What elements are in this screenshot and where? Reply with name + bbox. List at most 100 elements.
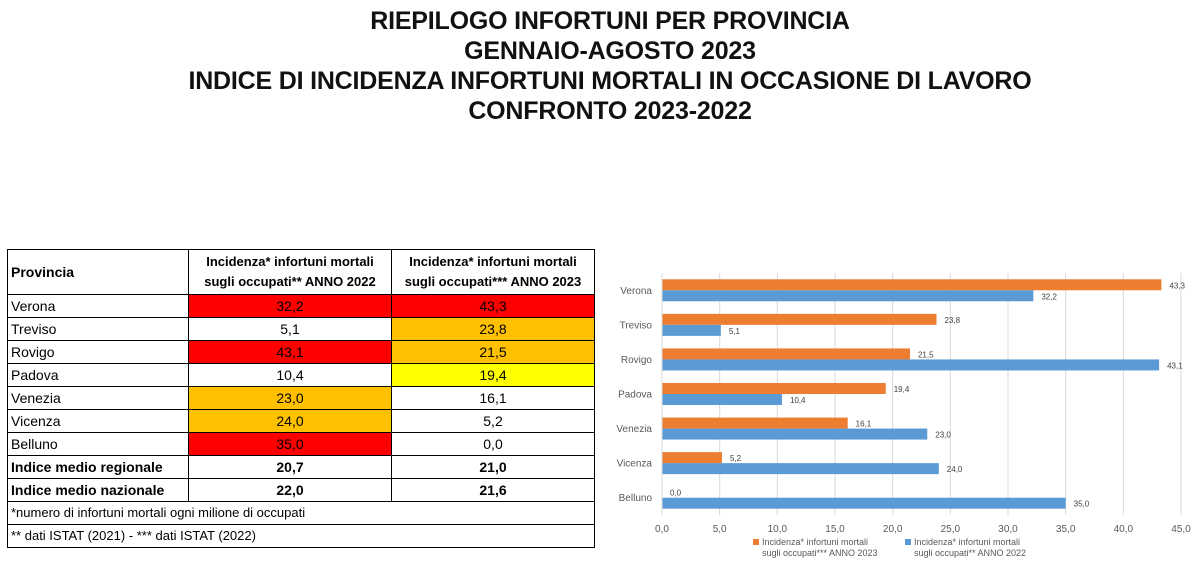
bar-2023 (662, 348, 910, 360)
data-label: 16,1 (856, 420, 872, 429)
data-label: 23,8 (944, 316, 960, 325)
category-label: Rovigo (621, 355, 653, 366)
category-label: Padova (618, 390, 652, 401)
data-label: 0,0 (670, 489, 682, 498)
bar-2023 (662, 313, 937, 325)
x-tick-label: 40,0 (1114, 524, 1134, 535)
value-2022: 32,2 (188, 294, 392, 318)
province-name: Verona (7, 294, 189, 318)
data-label: 5,2 (730, 454, 742, 463)
data-label: 35,0 (1074, 500, 1090, 509)
table-note-row-1: *numero di infortuni mortali ogni milion… (7, 501, 595, 525)
bar-2022 (662, 394, 782, 405)
table-header-row: Provincia Incidenza* infortuni mortali s… (7, 249, 595, 295)
data-label: 23,0 (935, 431, 951, 440)
province-name: Belluno (7, 432, 189, 456)
value-2023: 16,1 (391, 386, 595, 410)
table-note-row-2: ** dati ISTAT (2021) - *** dati ISTAT (2… (7, 524, 595, 548)
legend-label-line2: sugli occupati** ANNO 2022 (914, 548, 1026, 558)
value-2022: 24,0 (188, 409, 392, 433)
province-name: Venezia (7, 386, 189, 410)
province-name: Vicenza (7, 409, 189, 433)
legend-swatch-2022 (905, 539, 911, 545)
table-row: Vicenza 24,0 5,2 (7, 409, 595, 433)
data-label: 43,3 (1169, 281, 1185, 290)
bar-2022 (662, 324, 721, 336)
regional-2022: 20,7 (188, 455, 392, 479)
table-row: Verona 32,2 43,3 (7, 294, 595, 318)
x-tick-label: 15,0 (825, 524, 845, 535)
table-note-1: *numero di infortuni mortali ogni milion… (7, 501, 595, 525)
chart-area: 0,0 5,0 10,0 15,0 20,0 25,0 30,0 35,0 40,0 45,0 Ve… (605, 265, 1195, 570)
table-row: Venezia 23,0 16,1 (7, 386, 595, 410)
data-label: 24,0 (947, 465, 963, 474)
data-label: 10,4 (790, 396, 806, 405)
x-tick-label: 35,0 (1056, 524, 1076, 535)
header-2022-line1: Incidenza* infortuni mortali (206, 254, 374, 269)
x-tick-label: 45,0 (1171, 524, 1191, 535)
title-line-4: CONFRONTO 2023-2022 (468, 97, 752, 125)
x-tick-label: 25,0 (941, 524, 961, 535)
header-2022: Incidenza* infortuni mortali sugli occup… (188, 249, 392, 295)
title-block: RIEPILOGO INFORTUNI PER PROVINCIA GENNAI… (0, 6, 1200, 126)
table-note-2: ** dati ISTAT (2021) - *** dati ISTAT (2… (7, 524, 595, 548)
header-2022-line2: sugli occupati** ANNO 2022 (204, 274, 376, 289)
value-2023: 23,8 (391, 317, 595, 341)
province-name: Padova (7, 363, 189, 387)
title-line-3: INDICE DI INCIDENZA INFORTUNI MORTALI IN… (188, 67, 1032, 95)
legend-label-line1: Incidenza* infortuni mortali (762, 537, 868, 547)
legend-swatch-2023 (753, 539, 759, 545)
category-label: Treviso (620, 320, 653, 331)
table-row: Rovigo 43,1 21,5 (7, 340, 595, 364)
data-label: 19,4 (894, 385, 910, 394)
value-2022: 5,1 (188, 317, 392, 341)
x-tick-label: 30,0 (998, 524, 1018, 535)
legend-label-line1: Incidenza* infortuni mortali (914, 537, 1020, 547)
category-label: Verona (620, 286, 652, 297)
x-tick-label: 20,0 (883, 524, 903, 535)
table-row: Belluno 35,0 0,0 (7, 432, 595, 456)
bar-2022 (662, 463, 939, 475)
bar-2023 (662, 383, 886, 394)
header-2023-line2: sugli occupati*** ANNO 2023 (404, 274, 582, 289)
table-row-national: Indice medio nazionale 22,0 21,6 (7, 478, 595, 502)
header-2023: Incidenza* infortuni mortali sugli occup… (391, 249, 595, 295)
bar-2022 (662, 428, 928, 440)
province-name: Rovigo (7, 340, 189, 364)
legend-label-line2: sugli occupati*** ANNO 2023 (762, 548, 878, 558)
value-2022: 43,1 (188, 340, 392, 364)
title-line-1: RIEPILOGO INFORTUNI PER PROVINCIA (370, 7, 850, 35)
regional-label: Indice medio regionale (7, 455, 189, 479)
category-label: Belluno (619, 493, 653, 504)
table-row: Treviso 5,1 23,8 (7, 317, 595, 341)
data-label: 32,2 (1041, 292, 1057, 301)
x-tick-label: 0,0 (655, 524, 669, 535)
value-2022: 35,0 (188, 432, 392, 456)
bar-2023 (662, 417, 848, 429)
title-line-2: GENNAIO-AGOSTO 2023 (464, 37, 756, 65)
bar-chart: 0,0 5,0 10,0 15,0 20,0 25,0 30,0 35,0 40,0 45,0 Ve… (616, 273, 1191, 558)
header-2023-line1: Incidenza* infortuni mortali (409, 254, 577, 269)
table-row-regional: Indice medio regionale 20,7 21,0 (7, 455, 595, 479)
header-provincia: Provincia (7, 249, 189, 295)
value-2022: 10,4 (188, 363, 392, 387)
table-body: Verona 32,2 43,3 Treviso 5,1 23,8 Rovigo 43,1 21… (7, 294, 595, 456)
incidence-table: Provincia Incidenza* infortuni mortali s… (7, 249, 595, 548)
value-2022: 23,0 (188, 386, 392, 410)
bar-2022 (662, 290, 1034, 302)
x-tick-label: 10,0 (768, 524, 788, 535)
table-row: Padova 10,4 19,4 (7, 363, 595, 387)
data-label: 43,1 (1167, 361, 1183, 370)
value-2023: 43,3 (391, 294, 595, 318)
national-2022: 22,0 (188, 478, 392, 502)
value-2023: 19,4 (391, 363, 595, 387)
bar-2022 (662, 359, 1160, 371)
regional-2023: 21,0 (391, 455, 595, 479)
national-2023: 21,6 (391, 478, 595, 502)
value-2023: 21,5 (391, 340, 595, 364)
category-label: Venezia (616, 424, 652, 435)
category-label: Vicenza (617, 459, 653, 470)
bar-2022 (662, 497, 1066, 509)
data-label: 5,1 (729, 327, 741, 336)
value-2023: 0,0 (391, 432, 595, 456)
